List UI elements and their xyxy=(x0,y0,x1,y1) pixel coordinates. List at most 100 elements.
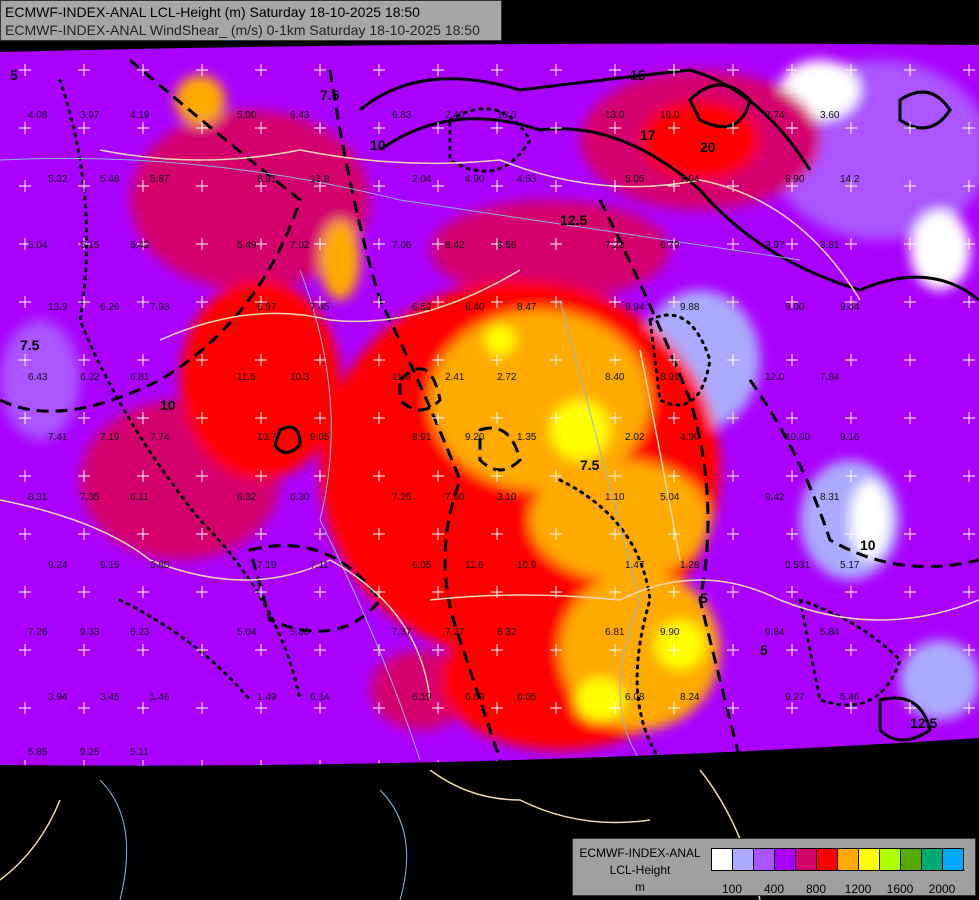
station-value: 7.06 xyxy=(392,240,412,251)
contour-labels: 5 7.5 10 12.5 15 17 20 10 7.5 5 7.5 10 12.5 5 xyxy=(10,67,937,731)
grid-cross xyxy=(373,644,385,656)
station-value: 6.81 xyxy=(130,372,150,383)
contour-label: 7.5 xyxy=(320,87,340,103)
station-value: 10.00 xyxy=(785,432,810,443)
grid-cross xyxy=(78,296,90,308)
legend-tick: 800 xyxy=(805,882,827,896)
grid-cross xyxy=(845,760,857,766)
contour-label: 5 xyxy=(10,67,18,83)
grid-cross xyxy=(668,470,680,482)
grid-cross xyxy=(727,296,739,308)
station-value: 6.08 xyxy=(625,692,645,703)
grid-cross xyxy=(727,238,739,250)
grid-cross xyxy=(609,354,621,366)
grid-cross xyxy=(196,296,208,308)
grid-cross xyxy=(196,760,208,766)
grid-cross xyxy=(314,122,326,134)
station-value: 7.19 xyxy=(257,560,277,571)
station-value: 7.26 xyxy=(28,627,48,638)
grid-cross xyxy=(255,644,267,656)
contour-label: 15 xyxy=(630,67,646,83)
station-value: 9.44 xyxy=(840,302,860,313)
station-value: 9.05 xyxy=(310,432,330,443)
grid-cross xyxy=(786,296,798,308)
grid-cross xyxy=(491,760,503,766)
grid-cross xyxy=(137,644,149,656)
contour-label: 5 xyxy=(760,642,768,658)
grid-cross xyxy=(904,528,916,540)
grid-cross xyxy=(786,238,798,250)
station-value: 9.20 xyxy=(465,432,485,443)
grid-cross xyxy=(137,64,149,76)
grid-cross xyxy=(550,760,562,766)
grid-cross xyxy=(609,528,621,540)
station-value: 5.04 xyxy=(28,240,48,251)
grid-cross xyxy=(609,412,621,424)
station-value: 6.80 xyxy=(150,560,170,571)
legend-unit: m xyxy=(635,880,645,894)
legend-swatch xyxy=(712,849,733,870)
grid-cross xyxy=(727,64,739,76)
legend-swatch xyxy=(859,849,880,870)
grid-cross xyxy=(255,412,267,424)
station-value: 6.79 xyxy=(660,240,680,251)
grid-cross xyxy=(845,64,857,76)
station-value: 5.04 xyxy=(237,627,257,638)
station-value: 6.91 xyxy=(257,174,277,185)
grid-cross xyxy=(550,470,562,482)
station-value: 1.28 xyxy=(680,560,700,571)
grid-cross xyxy=(845,296,857,308)
station-value: 9.25 xyxy=(80,747,100,758)
station-value: 9.00 xyxy=(785,302,805,313)
legend-tick: 1200 xyxy=(844,882,872,896)
grid-cross xyxy=(668,122,680,134)
station-value: 6.43 xyxy=(28,372,48,383)
grid-cross xyxy=(137,180,149,192)
station-value: 6.11 xyxy=(130,492,149,503)
grid-cross xyxy=(904,354,916,366)
grid-cross xyxy=(904,470,916,482)
station-value: 13.9 xyxy=(48,302,68,313)
grid-cross xyxy=(19,760,31,766)
station-value: 6.40 xyxy=(465,302,485,313)
grid-cross xyxy=(727,528,739,540)
station-value: 7.35 xyxy=(80,492,100,503)
station-value: 7.74 xyxy=(150,432,170,443)
grid-cross xyxy=(963,412,975,424)
grid-cross xyxy=(432,122,444,134)
grid-cross xyxy=(491,470,503,482)
station-value: 6.05 xyxy=(412,560,432,571)
station-value: 5.00 xyxy=(237,110,257,121)
station-value: 9.16 xyxy=(840,432,860,443)
grid-cross xyxy=(78,702,90,714)
legend-swatch xyxy=(733,849,754,870)
grid-cross xyxy=(314,296,326,308)
borders xyxy=(0,149,979,701)
grid-cross xyxy=(19,180,31,192)
station-value: 2.72 xyxy=(497,372,517,383)
grid-cross xyxy=(137,238,149,250)
station-value: 8.56 xyxy=(497,240,517,251)
grid-cross xyxy=(491,412,503,424)
station-value: 9.90 xyxy=(660,627,680,638)
station-value: 7.23 xyxy=(605,240,625,251)
legend-swatch xyxy=(838,849,859,870)
grid-cross xyxy=(432,702,444,714)
grid-cross xyxy=(550,412,562,424)
station-value: 5.42 xyxy=(130,240,150,251)
grid-cross xyxy=(904,64,916,76)
station-value: 3.60 xyxy=(820,110,840,121)
grid-cross xyxy=(432,470,444,482)
grid-cross xyxy=(137,470,149,482)
grid-cross xyxy=(727,412,739,424)
station-value: 4.90 xyxy=(680,432,700,443)
legend-swatch xyxy=(880,849,901,870)
grid-cross xyxy=(609,702,621,714)
grid-cross xyxy=(904,122,916,134)
legend-swatch xyxy=(922,849,943,870)
grid-cross xyxy=(314,412,326,424)
legend-swatch xyxy=(775,849,796,870)
grid-cross xyxy=(963,122,975,134)
grid-cross xyxy=(137,586,149,598)
grid-cross xyxy=(727,122,739,134)
